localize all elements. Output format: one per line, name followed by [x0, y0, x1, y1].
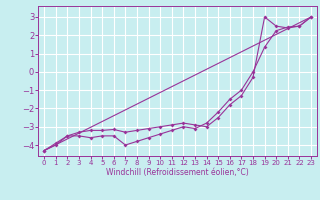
- X-axis label: Windchill (Refroidissement éolien,°C): Windchill (Refroidissement éolien,°C): [106, 168, 249, 177]
